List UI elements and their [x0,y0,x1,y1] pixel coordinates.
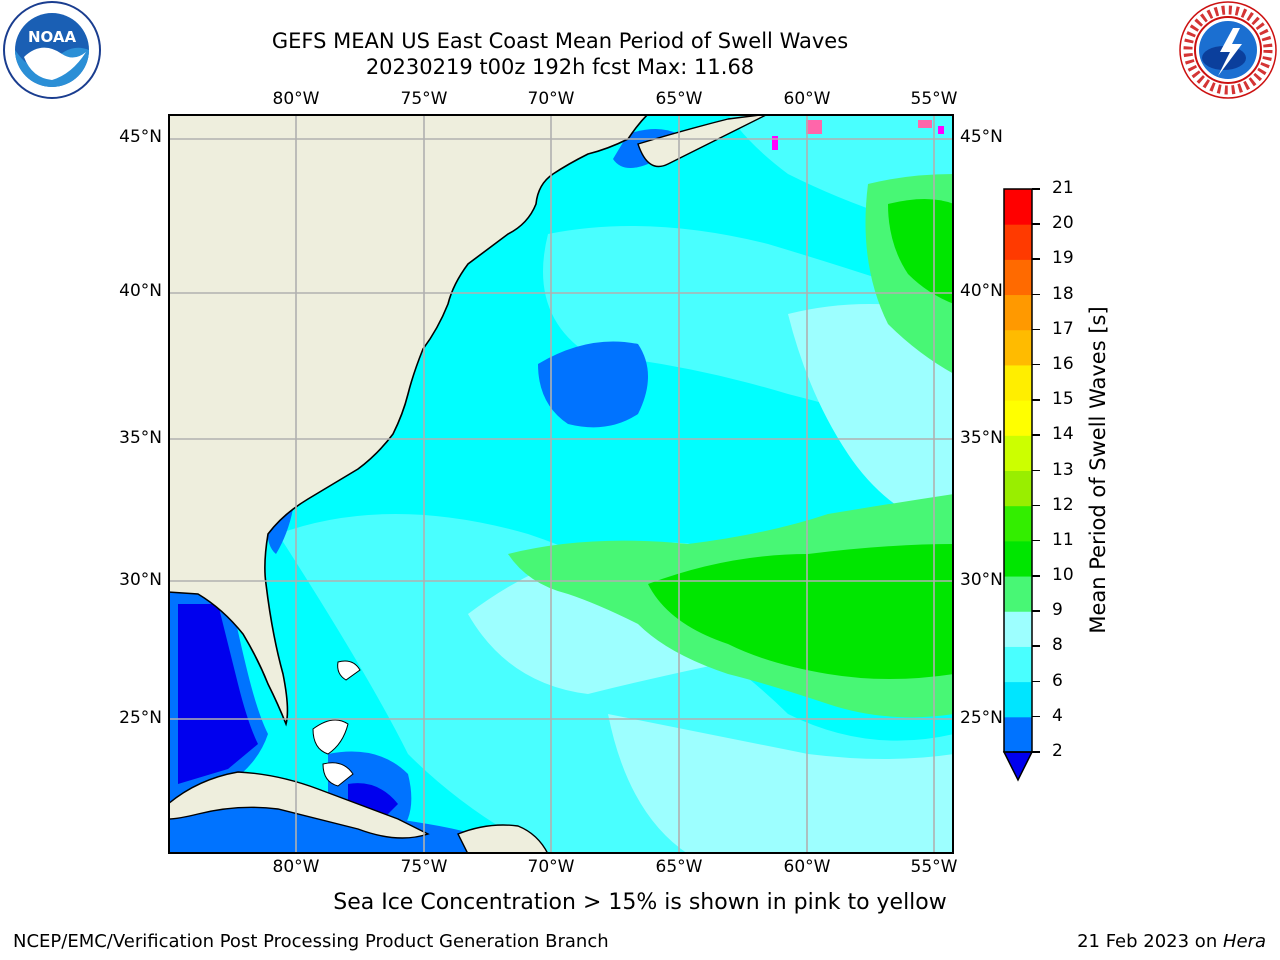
colorbar-segment [1004,611,1032,647]
footer-credit: NCEP/EMC/Verification Post Processing Pr… [13,931,609,952]
sea-ice-note: Sea Ice Concentration > 15% is shown in … [333,890,947,915]
colorbar [1002,188,1034,782]
colorbar-segment [1004,400,1032,436]
colorbar-segment [1004,576,1032,612]
colorbar-tick-mark [1032,363,1040,366]
colorbar-tick-label: 18 [1052,283,1074,304]
colorbar-tick-mark [1032,751,1040,753]
colorbar-segment [1004,329,1032,366]
map-subtitle: 20230219 t00z 192h fcst Max: 11.68 [365,55,755,79]
colorbar-tick-mark [1032,434,1040,436]
lon-label-bottom: 65°W [655,857,703,877]
colorbar-segment [1004,224,1032,260]
lon-label-top: 75°W [400,89,448,109]
colorbar-label: Mean Period of Swell Waves [s] [1086,306,1110,634]
colorbar-tick-label: 8 [1052,635,1063,656]
map-title: GEFS MEAN US East Coast Mean Period of S… [271,29,849,53]
lon-label-bottom: 55°W [910,857,958,877]
lon-label-top: 80°W [272,89,320,109]
national-weather-service-logo-icon [1179,1,1277,99]
colorbar-segment [1004,259,1032,296]
colorbar-tick-mark [1032,645,1040,647]
lon-label-bottom: 80°W [272,857,320,877]
lon-label-top: 60°W [783,89,831,109]
colorbar-tick-mark [1032,715,1040,718]
lon-label-bottom: 75°W [400,857,448,877]
footer-machine: Hera [1222,931,1266,952]
colorbar-tick-mark [1032,469,1040,471]
swell-2-4s-region [538,341,648,428]
colorbar-tick-mark [1032,399,1040,401]
swell-10-11s-region [648,544,954,679]
colorbar-segment [1004,681,1032,718]
lat-label-left: 25°N [119,708,162,728]
colorbar-tick-label: 11 [1052,529,1074,550]
graticule [168,114,954,854]
lon-label-top: 70°W [527,89,575,109]
nova-scotia-land [637,114,769,168]
noaa-logo-text: NOAA [28,28,77,46]
lon-label-bottom: 70°W [527,857,575,877]
swell-period-map [168,114,954,854]
lat-label-left: 30°N [119,570,162,590]
colorbar-tick-label: 21 [1052,178,1074,198]
lat-label-right: 40°N [960,281,1003,301]
colorbar-under-arrow [1002,751,1034,782]
colorbar-segment [1004,470,1032,507]
colorbar-tick-label: 12 [1052,494,1074,515]
colorbar-segment [1004,189,1032,225]
colorbar-tick-label: 10 [1052,565,1074,586]
hispaniola-land [457,824,549,854]
colorbar-tick-label: 9 [1052,600,1063,621]
colorbar-segment [1004,646,1032,683]
colorbar-segment [1004,364,1032,401]
colorbar-tick-mark [1032,610,1040,612]
colorbar-segment [1004,294,1032,331]
lat-label-right: 35°N [960,428,1003,448]
colorbar-tick-label: 15 [1052,389,1074,410]
lat-label-right: 30°N [960,570,1003,590]
lat-label-left: 35°N [119,428,162,448]
colorbar-tick-mark [1032,188,1040,190]
colorbar-tick-mark [1032,258,1040,260]
colorbar-tick-mark [1032,680,1040,683]
colorbar-tick-label: 2 [1052,741,1063,761]
map-frame [168,114,954,854]
lat-label-right: 45°N [960,127,1003,147]
colorbar-tick-mark [1032,223,1040,225]
colorbar-tick-label: 14 [1052,424,1074,445]
colorbar-tick-mark [1032,539,1040,542]
noaa-logo-icon: NOAA [3,1,101,99]
colorbar-segment [1004,540,1032,577]
colorbar-segment [1004,716,1032,753]
colorbar-tick-mark [1032,504,1040,507]
gulf-of-mexico-low-swell [178,604,258,784]
colorbar-tick-label: 19 [1052,248,1074,269]
sea-ice-marker [806,120,822,134]
footer-timestamp: 21 Feb 2023 on Hera [1077,931,1266,952]
lat-label-right: 25°N [960,708,1003,728]
colorbar-tick-label: 6 [1052,670,1063,691]
lon-label-bottom: 60°W [783,857,831,877]
footer-date: 21 Feb 2023 on [1077,931,1223,952]
colorbar-segment [1004,505,1032,542]
colorbar-tick-label: 16 [1052,353,1074,374]
colorbar-segment [1004,435,1032,471]
colorbar-tick-mark [1032,293,1040,296]
colorbar-tick-label: 13 [1052,459,1074,480]
lat-label-left: 45°N [119,127,162,147]
colorbar-tick-label: 17 [1052,318,1074,339]
colorbar-tick-mark [1032,328,1040,331]
lon-label-top: 65°W [655,89,703,109]
colorbar-tick-label: 20 [1052,213,1074,234]
colorbar-tick-label: 4 [1052,705,1063,726]
lon-label-top: 55°W [910,89,958,109]
lat-label-left: 40°N [119,281,162,301]
cuba-land [168,771,430,839]
colorbar-tick-mark [1032,575,1040,577]
